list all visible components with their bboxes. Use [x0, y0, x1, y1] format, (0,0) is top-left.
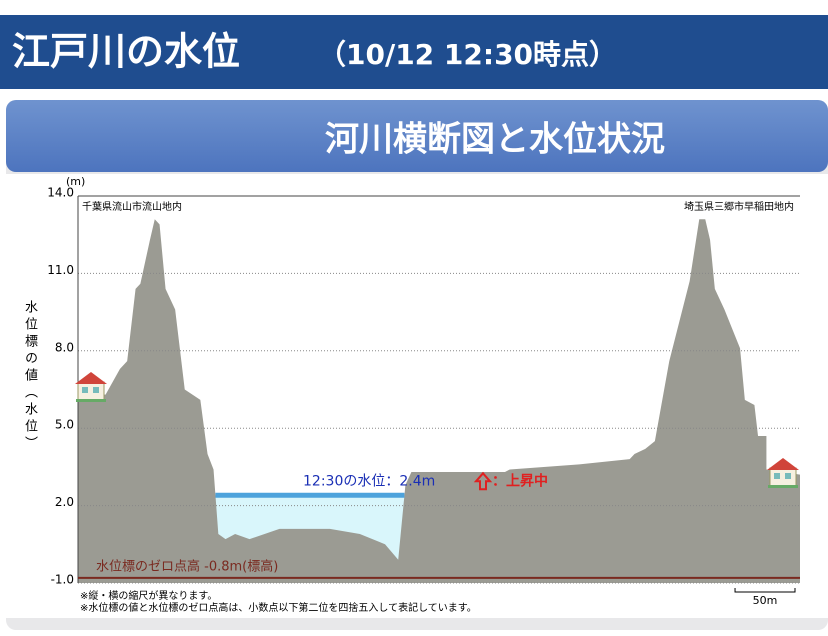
trend-label: ：上昇中 — [492, 472, 548, 489]
house-roof — [767, 458, 799, 470]
y-tick-label: 14.0 — [47, 186, 74, 200]
house-window — [82, 387, 88, 393]
y-tick-label: 8.0 — [55, 340, 74, 354]
water-label: 12:30の水位：2.4m — [303, 473, 435, 489]
house-icon — [77, 381, 105, 401]
note: ※水位標の値と水位標のゼロ点高は、小数点以下第二位を四捨五入して表記しています。 — [80, 601, 477, 614]
left-label: 千葉県流山市流山地内 — [82, 200, 182, 213]
house-window — [785, 473, 791, 479]
house-window — [93, 387, 99, 393]
trend-arrow — [473, 471, 493, 491]
ground-profile — [78, 219, 800, 583]
y-tick-label: 5.0 — [55, 418, 74, 432]
house-base — [76, 399, 106, 402]
y-tick-label: 11.0 — [47, 263, 74, 277]
house-base — [768, 485, 798, 488]
note: ※縦・横の縮尺が異なります。 — [80, 589, 217, 602]
house-icon — [769, 467, 797, 487]
header-timestamp: （10/12 12:30時点） — [318, 38, 617, 71]
right-label: 埼玉県三郷市早稲田地内 — [684, 200, 794, 213]
panel-header — [6, 100, 828, 172]
panel-title: 河川横断図と水位状況 — [325, 120, 665, 160]
y-axis-label: 水位標の値（水位） — [22, 300, 37, 453]
scale-bar — [734, 588, 796, 593]
scale-label: 50m — [753, 594, 778, 607]
y-unit: (m) — [66, 175, 85, 188]
header-bar — [0, 15, 828, 89]
y-tick-label: -1.0 — [51, 573, 74, 587]
house-window — [774, 473, 780, 479]
y-tick-label: 2.0 — [55, 495, 74, 509]
header-title: 江戸川の水位 — [12, 30, 240, 74]
zero-label: 水位標のゼロ点高 -0.8m(標高) — [96, 558, 278, 574]
house-roof — [75, 372, 107, 384]
